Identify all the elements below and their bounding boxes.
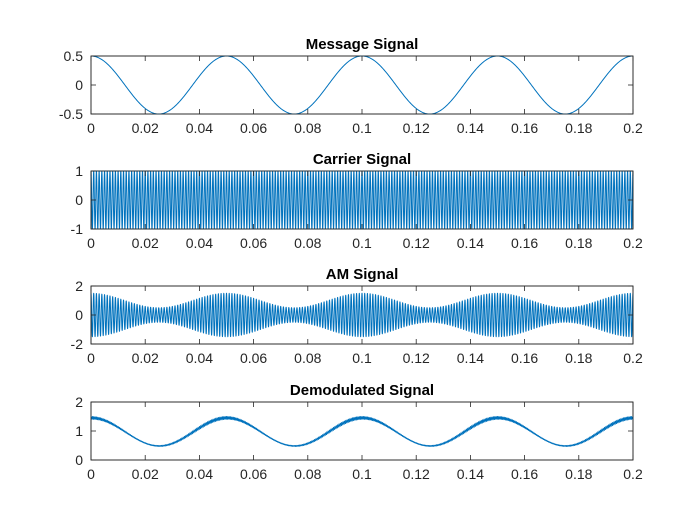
subplot-demodulated: Demodulated Signal 0 0.02 0.04 0.06 0.08 0.1 0.… [75,382,643,482]
y-tick-label-demodulated: 0 [75,452,83,468]
y-tick-label-am: -2 [71,336,84,352]
x-tick-label-carrier: 0.02 [132,235,159,251]
y-tick-label-demodulated: 1 [75,423,83,439]
x-tick-label-demodulated: 0.02 [132,466,159,482]
y-tick-label-am: 2 [75,278,83,294]
title-carrier: Carrier Signal [313,151,411,168]
x-tick-label-carrier: 0.08 [294,235,321,251]
x-tick-label-carrier: 0.06 [240,235,267,251]
x-tick-label-am: 0.1 [352,350,372,366]
x-tick-label-message: 0.2 [623,120,643,136]
x-tick-label-am: 0.08 [294,350,321,366]
x-tick-label-message: 0.14 [457,120,484,136]
x-tick-label-message: 0.12 [403,120,430,136]
x-tick-label-am: 0.06 [240,350,267,366]
x-tick-label-am: 0.14 [457,350,484,366]
subplot-am: AM Signal 0 0.02 0.04 0.06 0.08 0.1 0.12 0.14 0.1… [71,266,643,366]
x-tick-label-am: 0.18 [565,350,592,366]
x-tick-label-demodulated: 0.2 [623,466,643,482]
x-tick-label-carrier: 0.1 [352,235,372,251]
y-tick-label-carrier: -1 [71,221,84,237]
y-tick-label-carrier: 0 [75,192,83,208]
x-tick-label-message: 0.04 [186,120,213,136]
x-tick-label-am: 0.16 [511,350,538,366]
x-tick-label-message: 0.16 [511,120,538,136]
x-tick-label-message: 0.1 [352,120,372,136]
x-tick-label-carrier: 0.18 [565,235,592,251]
x-tick-label-carrier: 0.16 [511,235,538,251]
y-tick-label-message: 0 [75,77,83,93]
x-tick-label-am: 0 [87,350,95,366]
axes-box-message [90,55,634,115]
x-tick-label-demodulated: 0.08 [294,466,321,482]
x-tick-label-am: 0.12 [403,350,430,366]
x-tick-label-demodulated: 0.1 [352,466,372,482]
series-line-am [90,292,634,338]
y-tick-label-message: -0.5 [59,106,83,122]
x-tick-label-demodulated: 0.14 [457,466,484,482]
x-tick-label-am: 0.02 [132,350,159,366]
subplot-message: Message Signal 0 0.02 0.04 0.06 0.08 0.1 0.12 0.… [59,36,643,136]
x-tick-label-carrier: 0 [87,235,95,251]
title-demodulated: Demodulated Signal [290,382,434,399]
x-tick-label-am: 0.2 [623,350,643,366]
title-message: Message Signal [306,36,419,53]
x-tick-label-carrier: 0.12 [403,235,430,251]
x-tick-label-demodulated: 0.16 [511,466,538,482]
x-tick-label-demodulated: 0 [87,466,95,482]
subplot-carrier: Carrier Signal 0 0.02 0.04 0.06 0.08 0.1 0.12 0.… [71,151,643,251]
y-tick-label-demodulated: 2 [75,394,83,410]
x-tick-label-am: 0.04 [186,350,213,366]
y-tick-label-carrier: 1 [75,163,83,179]
x-tick-label-demodulated: 0.06 [240,466,267,482]
title-am: AM Signal [326,266,399,283]
x-tick-label-demodulated: 0.18 [565,466,592,482]
y-tick-label-message: 0.5 [64,48,84,64]
x-tick-label-message: 0.08 [294,120,321,136]
x-tick-label-demodulated: 0.12 [403,466,430,482]
x-tick-label-message: 0.02 [132,120,159,136]
x-tick-label-demodulated: 0.04 [186,466,213,482]
x-tick-label-message: 0.06 [240,120,267,136]
x-tick-label-message: 0.18 [565,120,592,136]
axes-box-demodulated [90,401,634,461]
y-tick-label-am: 0 [75,307,83,323]
x-tick-label-carrier: 0.04 [186,235,213,251]
x-tick-label-carrier: 0.14 [457,235,484,251]
x-tick-label-carrier: 0.2 [623,235,643,251]
x-tick-label-message: 0 [87,120,95,136]
series-line-demodulated [90,416,634,447]
